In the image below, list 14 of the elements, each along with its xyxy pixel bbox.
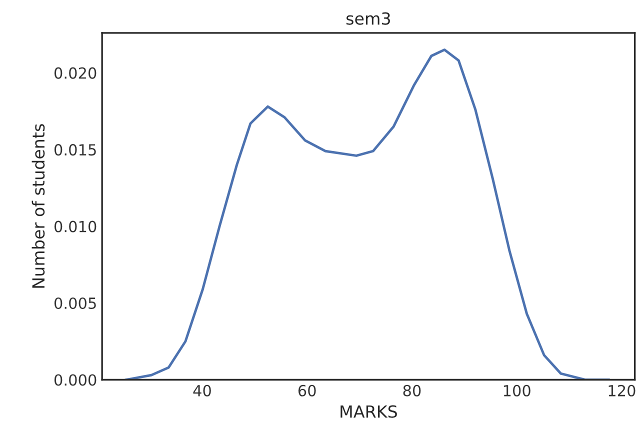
y-tick-label: 0.000 xyxy=(54,374,96,386)
y-tick-label: 0.015 xyxy=(54,144,96,156)
y-tick-label: 0.020 xyxy=(54,67,96,79)
y-tick-label: 0.005 xyxy=(54,297,96,310)
line-series xyxy=(124,48,610,380)
x-tick-label: 120 xyxy=(608,384,636,396)
x-tick-label: 80 xyxy=(403,384,421,396)
x-tick-label: 40 xyxy=(193,384,211,396)
x-tick-label: 100 xyxy=(504,384,530,396)
chart-title: sem3 xyxy=(346,12,390,25)
x-axis-title: MARKS xyxy=(340,405,397,418)
x-tick-label: 60 xyxy=(298,384,316,396)
y-axis-title: Number of students xyxy=(32,124,45,288)
y-tick-label: 0.010 xyxy=(54,220,96,232)
